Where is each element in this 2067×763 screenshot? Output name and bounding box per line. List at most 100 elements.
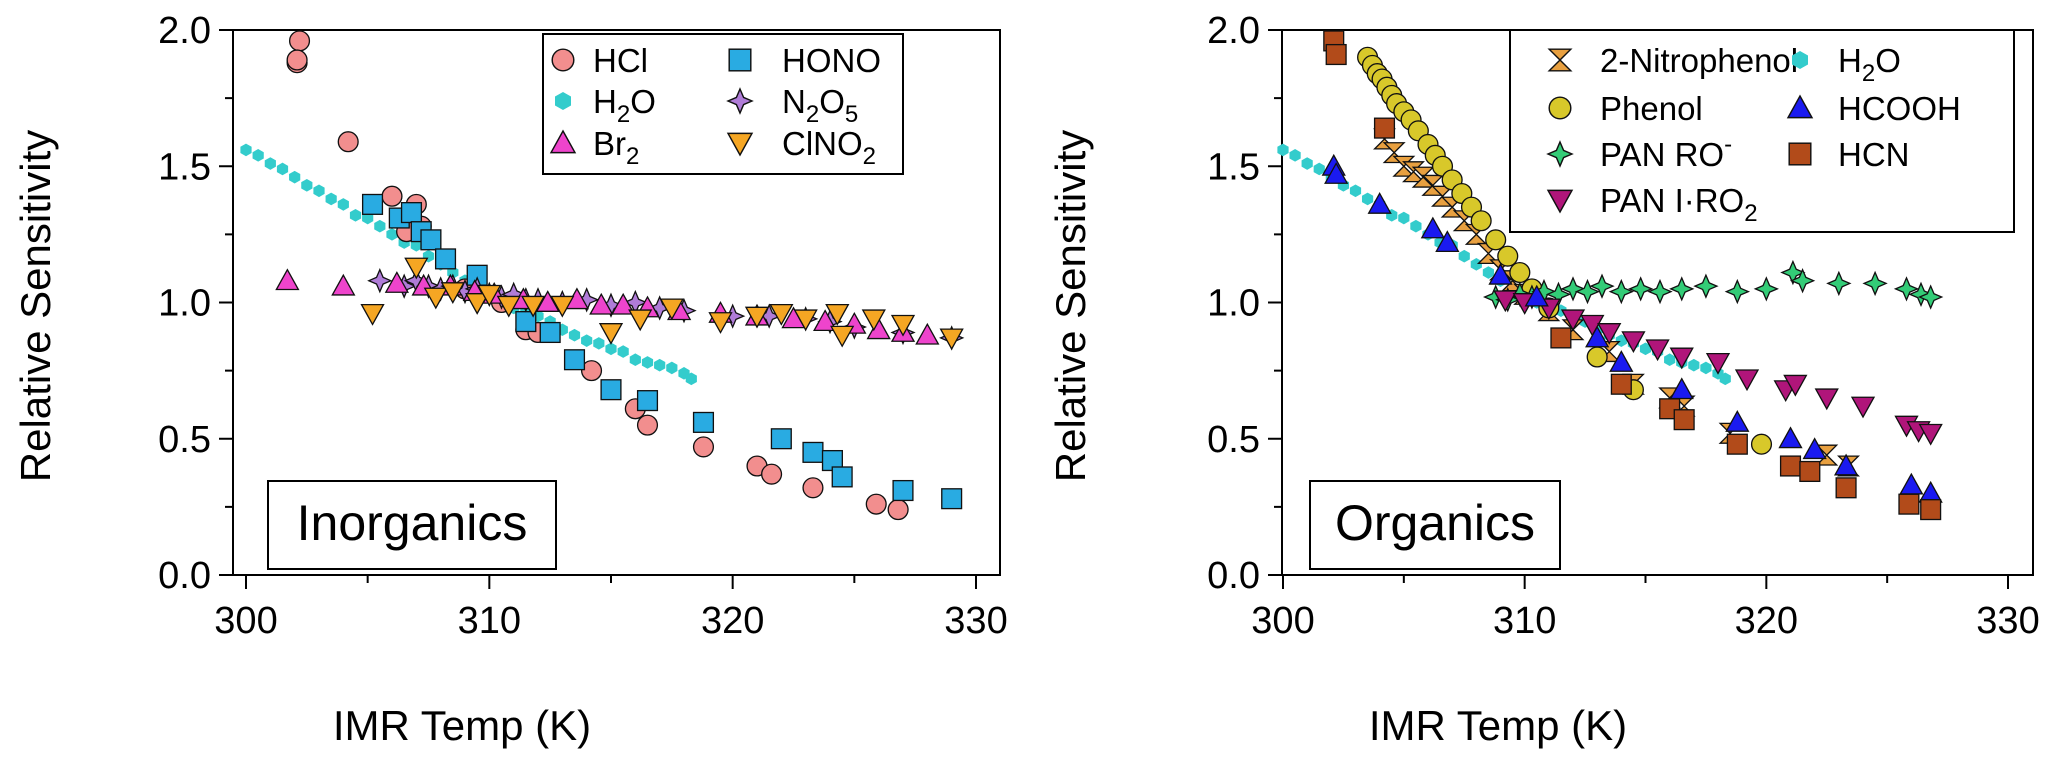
left-x-tick-label: 320 <box>701 600 764 642</box>
data-point <box>1610 373 1632 395</box>
legend-label-text: N <box>782 83 806 120</box>
data-point <box>1920 499 1942 521</box>
legend-label-superscript: - <box>1724 131 1732 158</box>
legend-label: ClNO2 <box>782 125 876 170</box>
data-point <box>1726 433 1748 455</box>
legend-label-subscript: 2 <box>806 101 819 128</box>
legend-label: H2O <box>593 83 656 128</box>
legend-marker <box>728 48 752 72</box>
data-point <box>240 143 252 157</box>
data-point <box>1410 219 1422 233</box>
right-x-axis-title: IMR Temp (K) <box>1369 702 1627 749</box>
left-y-tick-label: 1.5 <box>158 146 211 188</box>
data-point <box>1289 149 1301 162</box>
data-point <box>381 185 403 207</box>
legend-label: N2O5 <box>782 83 858 128</box>
inorganics-label-box <box>267 480 557 570</box>
legend-label: H2O <box>1838 42 1901 87</box>
left-x-tick-label: 310 <box>458 600 521 642</box>
data-point <box>1648 279 1672 304</box>
legend-label-text: PAN I·RO <box>1600 182 1744 219</box>
legend-label-text: HONO <box>782 42 881 79</box>
data-point <box>563 349 586 371</box>
legend-label: PAN RO- <box>1600 131 1732 173</box>
legend-label-subscript: 2 <box>1744 200 1757 227</box>
data-point <box>770 428 792 450</box>
data-point <box>289 170 301 184</box>
legend-label-subscript: 2 <box>626 143 639 170</box>
data-point <box>1277 143 1289 157</box>
data-point <box>1863 271 1887 296</box>
legend-label-subscript: 5 <box>845 101 858 128</box>
left-series-h2o <box>240 143 697 386</box>
data-point <box>1497 245 1519 267</box>
data-point <box>1779 455 1802 477</box>
data-point <box>1470 210 1492 232</box>
data-point <box>1899 473 1923 495</box>
data-point <box>420 229 442 251</box>
data-point <box>628 309 652 331</box>
legend-label-text: H <box>1838 42 1862 79</box>
data-point <box>666 361 678 375</box>
data-point <box>337 131 359 153</box>
data-point <box>1325 43 1347 66</box>
right-y-axis-title: Relative Sensitivity <box>1047 130 1094 482</box>
left-y-axis-title: Relative Sensitivity <box>12 130 59 482</box>
legend-label-text: O <box>819 83 845 120</box>
legend-entry: 2-Nitrophenol <box>1548 42 1798 79</box>
right-y-tick-label: 2.0 <box>1207 10 1260 52</box>
data-point <box>654 358 666 372</box>
data-point <box>636 414 659 436</box>
data-point <box>1509 261 1531 284</box>
legend-label: 2-Nitrophenol <box>1600 42 1798 79</box>
data-point <box>539 321 561 344</box>
right-y-tick-label: 0.0 <box>1207 555 1260 597</box>
legend-entry: HCl <box>551 42 648 79</box>
data-point <box>1673 409 1695 431</box>
data-point <box>1694 274 1718 298</box>
data-point <box>1725 410 1749 432</box>
legend-label: HCOOH <box>1838 90 1961 127</box>
data-point <box>1851 396 1875 418</box>
data-point <box>331 274 355 296</box>
data-point <box>400 202 423 224</box>
legend-label-text: 2-Nitrophenol <box>1600 42 1798 79</box>
left-x-tick-label: 300 <box>214 600 277 642</box>
legend-label-text: HCN <box>1838 136 1910 173</box>
right-x-tick-label: 330 <box>1976 600 2039 642</box>
data-point <box>1725 279 1749 304</box>
data-point <box>1750 433 1773 455</box>
left-x-tick-label: 330 <box>944 600 1007 642</box>
legend-entry: PAN RO- <box>1547 131 1732 173</box>
legend-entry: ClNO2 <box>727 125 876 170</box>
legend-marker <box>551 48 575 72</box>
data-point <box>1349 184 1362 198</box>
data-point <box>1898 493 1920 515</box>
data-point <box>636 390 659 412</box>
data-point <box>761 463 783 485</box>
legend-label-text: HCl <box>593 42 648 79</box>
data-point <box>1815 388 1839 410</box>
data-point <box>276 162 289 176</box>
data-point <box>1470 258 1482 271</box>
legend-entry: H2O <box>1792 42 1901 87</box>
legend-marker <box>1548 96 1572 120</box>
legend-label-text: O <box>1875 42 1901 79</box>
inorganics-label: Inorganics <box>297 495 528 551</box>
legend-label-subscript: 2 <box>1862 60 1875 87</box>
legend-marker <box>1788 142 1812 166</box>
data-point <box>349 209 362 222</box>
data-point <box>641 356 654 369</box>
legend-label: HCl <box>593 42 648 79</box>
data-point <box>434 248 457 270</box>
data-point <box>301 179 313 192</box>
data-point <box>1700 361 1712 375</box>
data-point <box>1609 279 1633 304</box>
left-x-axis-title: IMR Temp (K) <box>333 702 591 749</box>
data-point <box>1421 217 1445 239</box>
legend-entry: H2O <box>555 83 656 128</box>
data-point <box>1670 277 1694 301</box>
data-point <box>1550 327 1572 349</box>
data-point <box>386 228 398 241</box>
